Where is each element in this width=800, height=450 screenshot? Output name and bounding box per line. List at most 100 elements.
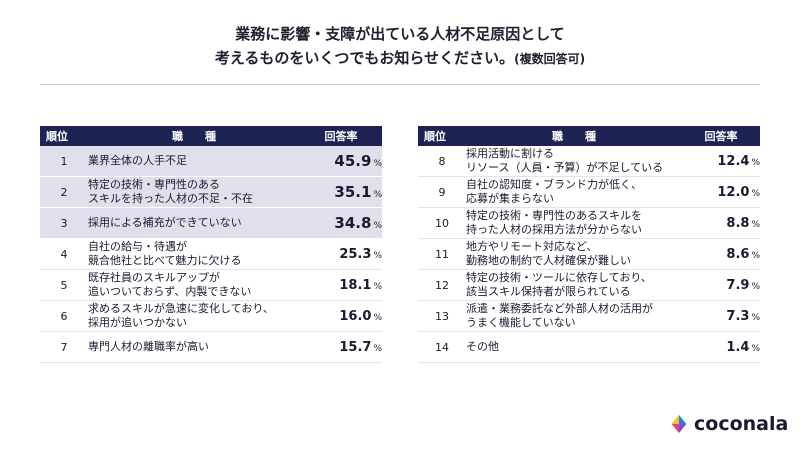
row-rate-value: 8.6 bbox=[726, 246, 750, 262]
row-rank: 5 bbox=[40, 269, 88, 301]
row-reason-line: 特定の技術・専門性のあるスキルを bbox=[466, 209, 642, 222]
row-rate-unit: % bbox=[373, 221, 382, 231]
row-reason: 既存社員のスキルアップが 追いついておらず、内製できない bbox=[88, 269, 300, 301]
page-title: 業務に影響・支障が出ている人材不足原因として 考えるものをいくつでもお知らせくだ… bbox=[0, 22, 800, 71]
ranking-table-right: 順位 職 種 回答率 8 採用活動に割ける リソース（人員・予算）が不足している 12… bbox=[418, 126, 760, 363]
row-rate-unit: % bbox=[751, 157, 760, 168]
row-rate-value: 12.4 bbox=[717, 153, 750, 169]
row-rate-unit: % bbox=[373, 159, 382, 169]
table-header-row: 順位 職 種 回答率 bbox=[418, 126, 760, 146]
title-line-2: 考えるものをいくつでもお知らせください。(複数回答可) bbox=[0, 46, 800, 71]
table-row: 12 特定の技術・ツールに依存しており、 該当スキル保持者が限られている 7.9% bbox=[418, 269, 760, 301]
row-reason-line: 求めるスキルが急速に変化しており、 bbox=[88, 302, 274, 315]
row-reason-line: 自社の給与・待遇が bbox=[88, 240, 187, 253]
row-rank: 4 bbox=[40, 238, 88, 270]
row-rank: 1 bbox=[40, 146, 88, 177]
row-reason-line: 追いついておらず、内製できない bbox=[88, 285, 252, 298]
row-reason: 特定の技術・専門性のある スキルを持った人材の不足・不在 bbox=[88, 176, 300, 208]
row-rate: 8.8% bbox=[682, 207, 760, 239]
header-name: 職 種 bbox=[88, 126, 300, 146]
coconala-logo-text: coconala bbox=[694, 413, 789, 435]
row-rate: 34.8% bbox=[300, 207, 382, 239]
row-rank: 14 bbox=[418, 331, 466, 363]
row-rate: 7.9% bbox=[682, 269, 760, 301]
row-reason-line: 採用による補充ができていない bbox=[88, 216, 242, 229]
row-rank: 13 bbox=[418, 300, 466, 332]
row-reason-line: 専門人材の離職率が高い bbox=[88, 340, 209, 353]
row-rate: 8.6% bbox=[682, 238, 760, 270]
table-row: 2 特定の技術・専門性のある スキルを持った人材の不足・不在 35.1% bbox=[40, 176, 382, 208]
row-rank: 8 bbox=[418, 146, 466, 177]
row-rate: 35.1% bbox=[300, 176, 382, 208]
row-reason-line: リソース（人員・予算）が不足している bbox=[466, 161, 664, 174]
row-rate: 18.1% bbox=[300, 269, 382, 301]
row-reason: 派遣・業務委託など外部人材の活用が うまく機能していない bbox=[466, 300, 682, 332]
row-reason: 自社の給与・待遇が 競合他社と比べて魅力に欠ける bbox=[88, 238, 300, 270]
row-rate: 1.4% bbox=[682, 331, 760, 363]
row-rate-unit: % bbox=[751, 219, 760, 230]
title-note: (複数回答可) bbox=[514, 52, 586, 66]
row-reason: その他 bbox=[466, 331, 682, 363]
row-rank: 10 bbox=[418, 207, 466, 239]
table-row: 13 派遣・業務委託など外部人材の活用が うまく機能していない 7.3% bbox=[418, 300, 760, 332]
row-rate-unit: % bbox=[751, 281, 760, 292]
row-rate-unit: % bbox=[751, 250, 760, 261]
row-reason: 特定の技術・ツールに依存しており、 該当スキル保持者が限られている bbox=[466, 269, 682, 301]
row-reason: 採用活動に割ける リソース（人員・予算）が不足している bbox=[466, 146, 682, 177]
table-row: 6 求めるスキルが急速に変化しており、 採用が追いつかない 16.0% bbox=[40, 300, 382, 332]
table-header-row: 順位 職 種 回答率 bbox=[40, 126, 382, 146]
row-rate-unit: % bbox=[373, 312, 382, 323]
row-reason-line: 勤務地の制約で人材確保が難しい bbox=[466, 254, 631, 267]
row-rate-value: 34.8 bbox=[334, 214, 372, 232]
row-reason-line: 採用活動に割ける bbox=[466, 147, 554, 160]
header-rank: 順位 bbox=[418, 126, 466, 146]
row-rank: 2 bbox=[40, 176, 88, 208]
table-row: 14 その他 1.4% bbox=[418, 331, 760, 363]
row-rate-unit: % bbox=[751, 343, 760, 354]
row-rank: 12 bbox=[418, 269, 466, 301]
header-rate: 回答率 bbox=[300, 126, 382, 146]
row-reason-line: その他 bbox=[466, 340, 499, 353]
table-row: 7 専門人材の離職率が高い 15.7% bbox=[40, 331, 382, 363]
row-rate: 25.3% bbox=[300, 238, 382, 270]
title-line-1: 業務に影響・支障が出ている人材不足原因として bbox=[235, 25, 565, 43]
row-reason: 特定の技術・専門性のあるスキルを 持った人材の採用方法が分からない bbox=[466, 207, 682, 239]
coconala-logo-icon bbox=[671, 414, 687, 434]
row-reason-line: 既存社員のスキルアップが bbox=[88, 271, 220, 284]
row-rate: 12.0% bbox=[682, 176, 760, 208]
row-rate-value: 16.0 bbox=[339, 308, 372, 324]
row-rate-unit: % bbox=[751, 188, 760, 199]
row-reason-line: スキルを持った人材の不足・不在 bbox=[88, 192, 253, 205]
row-reason-line: 採用が追いつかない bbox=[88, 316, 187, 329]
row-rank: 3 bbox=[40, 207, 88, 239]
row-rate-value: 12.0 bbox=[717, 184, 750, 200]
row-rate-value: 18.1 bbox=[339, 277, 372, 293]
coconala-logo: coconala bbox=[668, 412, 788, 436]
table-row: 8 採用活動に割ける リソース（人員・予算）が不足している 12.4% bbox=[418, 146, 760, 177]
table-row: 10 特定の技術・専門性のあるスキルを 持った人材の採用方法が分からない 8.8% bbox=[418, 207, 760, 239]
row-reason-line: 派遣・業務委託など外部人材の活用が bbox=[466, 302, 653, 315]
row-rate-value: 7.9 bbox=[726, 277, 750, 293]
row-rank: 11 bbox=[418, 238, 466, 270]
table-row: 11 地方やリモート対応など、 勤務地の制約で人材確保が難しい 8.6% bbox=[418, 238, 760, 270]
row-reason-line: 持った人材の採用方法が分からない bbox=[466, 223, 642, 236]
row-rate-value: 1.4 bbox=[726, 339, 750, 355]
row-reason: 採用による補充ができていない bbox=[88, 207, 300, 239]
row-rate-unit: % bbox=[373, 190, 382, 200]
row-reason: 地方やリモート対応など、 勤務地の制約で人材確保が難しい bbox=[466, 238, 682, 270]
row-reason-line: 特定の技術・ツールに依存しており、 bbox=[466, 271, 652, 284]
header-rank: 順位 bbox=[40, 126, 88, 146]
row-rate-value: 15.7 bbox=[339, 339, 372, 355]
table-row: 9 自社の認知度・ブランド力が低く、 応募が集まらない 12.0% bbox=[418, 176, 760, 208]
row-rate: 15.7% bbox=[300, 331, 382, 363]
row-rate-unit: % bbox=[751, 312, 760, 323]
row-reason-line: 該当スキル保持者が限られている bbox=[466, 285, 631, 298]
row-rate-unit: % bbox=[373, 343, 382, 354]
table-row: 5 既存社員のスキルアップが 追いついておらず、内製できない 18.1% bbox=[40, 269, 382, 301]
row-rank: 9 bbox=[418, 176, 466, 208]
row-rate-unit: % bbox=[373, 281, 382, 292]
ranking-table-left: 順位 職 種 回答率 1 業界全体の人手不足 45.9% 2 特定の技術・専門性のあるス… bbox=[40, 126, 382, 363]
table-row: 4 自社の給与・待遇が 競合他社と比べて魅力に欠ける 25.3% bbox=[40, 238, 382, 270]
row-reason-line: 応募が集まらない bbox=[466, 192, 554, 205]
row-reason-line: 地方やリモート対応など、 bbox=[466, 240, 598, 253]
